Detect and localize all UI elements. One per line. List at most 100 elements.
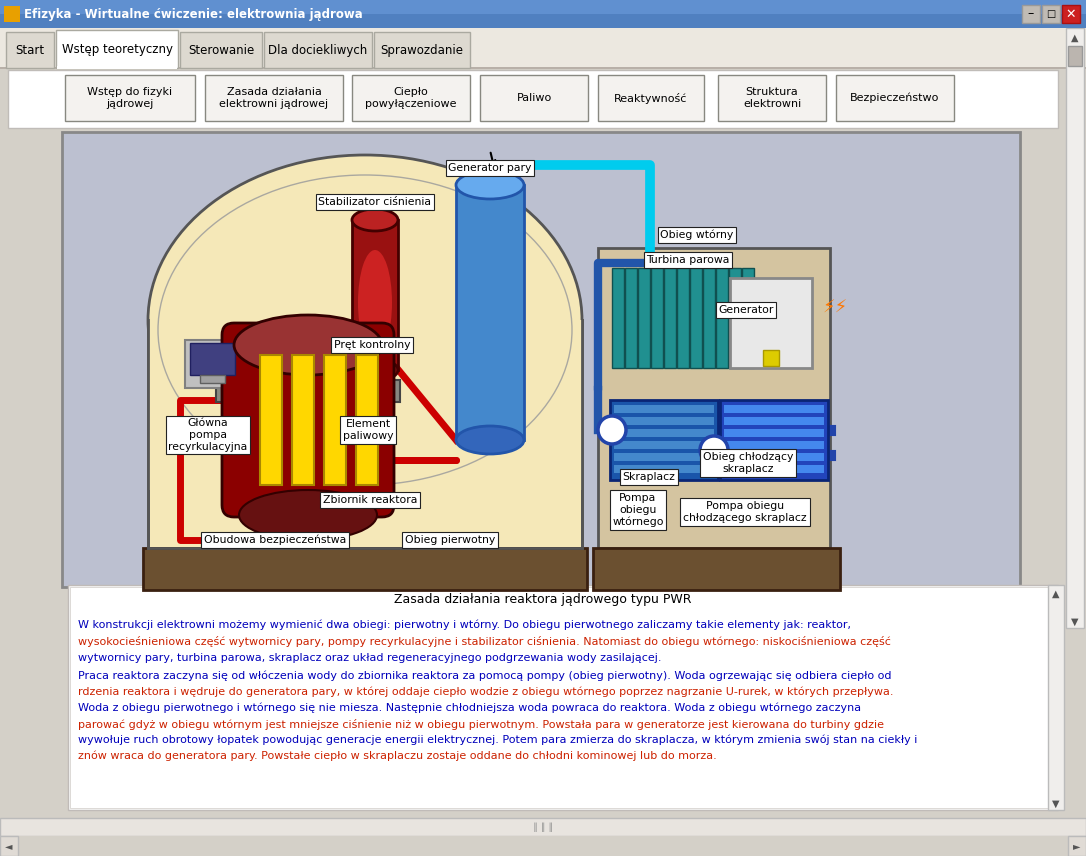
Bar: [56, 66, 177, 69]
Text: ►: ►: [1073, 841, 1081, 851]
Bar: [626, 268, 637, 368]
Bar: [68, 585, 1058, 810]
Bar: [724, 405, 824, 413]
Text: Turbina parowa: Turbina parowa: [646, 255, 730, 265]
Ellipse shape: [358, 250, 392, 355]
Text: wysokocieśnieniowa część wytwornicy pary, pompy recyrkulacyjne i stabilizator ci: wysokocieśnieniowa część wytwornicy pary…: [78, 636, 891, 647]
Text: rdzenia reaktora i wędruje do generatora pary, w której oddaje ciepło wodzie z o: rdzenia reaktora i wędruje do generatora…: [78, 687, 894, 698]
Text: Zbiornik reaktora: Zbiornik reaktora: [323, 495, 417, 505]
Text: ▲: ▲: [1071, 33, 1078, 43]
Text: Pręt kontrolny: Pręt kontrolny: [333, 340, 411, 350]
Bar: [200, 375, 225, 383]
Text: Pompa obiegu
chłodzącego skraplacz: Pompa obiegu chłodzącego skraplacz: [683, 502, 807, 523]
Bar: [614, 453, 714, 461]
Text: Pompa
obiegu
wtórnego: Pompa obiegu wtórnego: [613, 493, 664, 527]
Text: parować gdyż w obiegu wtórnym jest mniejsze ciśnienie niż w obiegu pierwotnym. P: parować gdyż w obiegu wtórnym jest mniej…: [78, 718, 884, 729]
Text: Generator: Generator: [718, 305, 773, 315]
Ellipse shape: [352, 359, 397, 381]
Bar: [456, 185, 525, 440]
Bar: [0, 67, 1086, 69]
Bar: [598, 248, 830, 548]
Bar: [356, 355, 378, 485]
Bar: [352, 220, 397, 370]
Text: Efizyka - Wirtualne ćwiczenie: elektrownia jądrowa: Efizyka - Wirtualne ćwiczenie: elektrown…: [24, 8, 363, 21]
Text: Sprawozdanie: Sprawozdanie: [380, 44, 464, 56]
Text: Ciepło
powyłączeniowe: Ciepło powyłączeniowe: [365, 86, 457, 110]
Bar: [730, 278, 812, 368]
Text: Główna
pompa
recyrkulacyjna: Główna pompa recyrkulacyjna: [168, 419, 248, 452]
Bar: [614, 441, 714, 449]
Bar: [614, 417, 714, 425]
Text: ║ ║ ║: ║ ║ ║: [533, 823, 553, 832]
Bar: [598, 75, 704, 121]
Text: ▼: ▼: [1052, 799, 1060, 809]
Bar: [0, 0, 1086, 28]
Text: ✕: ✕: [1065, 8, 1076, 21]
Bar: [0, 836, 1086, 856]
Bar: [264, 32, 372, 68]
Bar: [0, 818, 1086, 836]
Ellipse shape: [456, 171, 525, 199]
Bar: [724, 465, 824, 473]
Bar: [143, 548, 588, 590]
Bar: [724, 429, 824, 437]
Bar: [352, 75, 470, 121]
Bar: [724, 453, 824, 461]
Bar: [229, 345, 387, 360]
Bar: [651, 268, 662, 368]
FancyBboxPatch shape: [222, 323, 394, 517]
Bar: [1022, 5, 1040, 23]
Text: Zasada działania
elektrowni jądrowej: Zasada działania elektrowni jądrowej: [219, 86, 329, 110]
Bar: [148, 320, 582, 490]
Bar: [1068, 46, 1082, 66]
Bar: [763, 350, 779, 366]
Bar: [614, 465, 714, 473]
Ellipse shape: [148, 155, 582, 485]
Bar: [65, 75, 195, 121]
Text: ◄: ◄: [5, 841, 13, 851]
Text: Generator pary: Generator pary: [449, 163, 532, 173]
Bar: [637, 268, 651, 368]
Ellipse shape: [352, 209, 397, 231]
Bar: [480, 75, 588, 121]
Bar: [374, 32, 470, 68]
Bar: [148, 320, 582, 548]
Bar: [62, 132, 1020, 587]
Bar: [224, 358, 392, 382]
Text: Obieg pierwotny: Obieg pierwotny: [405, 535, 495, 545]
Bar: [724, 441, 824, 449]
Bar: [718, 75, 826, 121]
Bar: [1062, 5, 1079, 23]
Bar: [593, 548, 839, 590]
Bar: [70, 587, 1057, 808]
Bar: [292, 355, 314, 485]
Text: W konstrukcji elektrowni możemy wymienić dwa obiegi: pierwotny i wtórny. Do obie: W konstrukcji elektrowni możemy wymienić…: [78, 620, 851, 630]
Bar: [260, 355, 282, 485]
Bar: [7, 32, 54, 68]
Bar: [190, 343, 235, 375]
Circle shape: [598, 416, 626, 444]
Text: Zasada działania reaktora jądrowego typu PWR: Zasada działania reaktora jądrowego typu…: [394, 593, 692, 607]
Bar: [1041, 5, 1060, 23]
Bar: [716, 268, 728, 368]
Ellipse shape: [233, 315, 382, 375]
Text: Paliwo: Paliwo: [516, 93, 552, 103]
Bar: [4, 6, 20, 22]
Bar: [836, 75, 954, 121]
Bar: [724, 417, 824, 425]
Text: ▼: ▼: [1071, 617, 1078, 627]
Bar: [0, 28, 1086, 68]
Bar: [1048, 585, 1064, 810]
Text: Praca reaktora zaczyna się od włóczenia wody do zbiornika reaktora za pomocą pom: Praca reaktora zaczyna się od włóczenia …: [78, 671, 892, 681]
Bar: [216, 380, 400, 402]
Bar: [0, 0, 1086, 14]
Text: Bezpieczeństwo: Bezpieczeństwo: [850, 92, 939, 104]
Ellipse shape: [239, 490, 377, 540]
Text: –: –: [1027, 8, 1034, 21]
Text: Sterowanie: Sterowanie: [188, 44, 254, 56]
Text: Reaktywność: Reaktywność: [615, 92, 687, 104]
Text: wywołuje ruch obrotowy łopatek powodując generacje energii elektrycznej. Potem p: wywołuje ruch obrotowy łopatek powodując…: [78, 734, 918, 746]
Bar: [1068, 836, 1086, 856]
Ellipse shape: [456, 426, 525, 454]
Text: Dla dociekliwych: Dla dociekliwych: [268, 44, 368, 56]
